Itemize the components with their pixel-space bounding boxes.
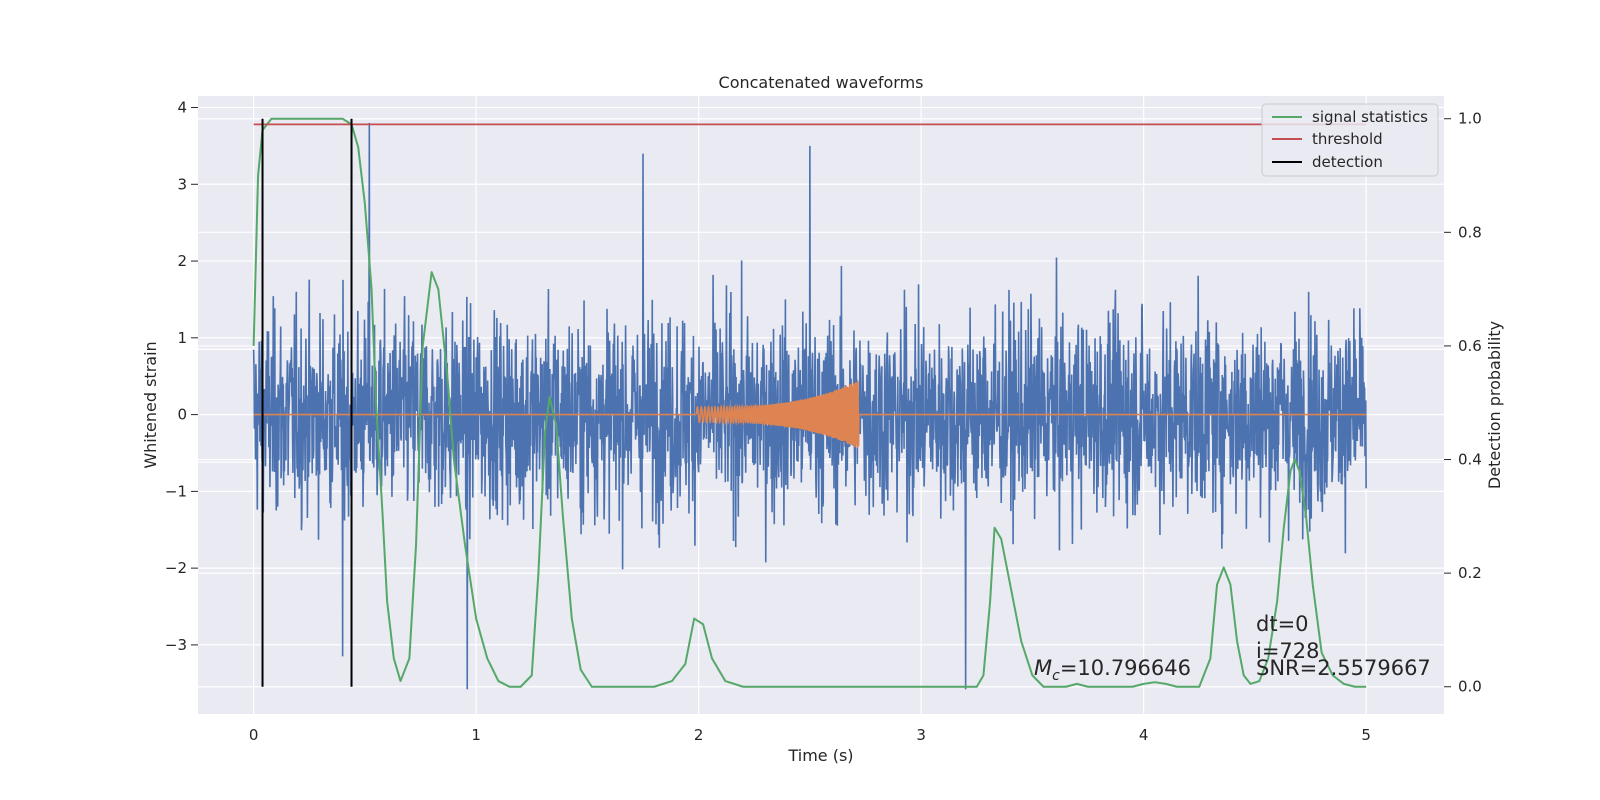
legend-box xyxy=(1261,103,1439,177)
injected-waveform-line xyxy=(253,380,1367,449)
y-tick-label: −1 xyxy=(165,482,187,500)
annotations: Mc=10.796646 dt=0 i=728 SNR=2.5579667 xyxy=(1034,612,1431,684)
y-axis-right: 0.0 0.2 0.4 0.6 0.8 1.0 xyxy=(1444,110,1482,696)
x-axis-label: Time (s) xyxy=(787,746,853,765)
chart-title: Concatenated waveforms xyxy=(719,73,924,92)
legend-label-detection: detection xyxy=(1312,153,1383,171)
y2-tick-label: 0.2 xyxy=(1458,564,1482,582)
x-tick-label: 3 xyxy=(916,726,926,744)
y-axis-left: −3 −2 −1 0 1 2 3 4 xyxy=(165,99,198,654)
series-group xyxy=(252,117,1367,690)
y-tick-label: −2 xyxy=(165,559,187,577)
x-tick-label: 5 xyxy=(1361,726,1371,744)
y-tick-label: 4 xyxy=(177,99,187,117)
y-tick-label: 1 xyxy=(177,329,187,347)
x-tick-label: 0 xyxy=(249,726,259,744)
x-tick-label: 2 xyxy=(694,726,704,744)
legend: signal statistics threshold detection xyxy=(1261,103,1439,177)
x-tick-label: 4 xyxy=(1139,726,1149,744)
annotation-chirp-mass: Mc=10.796646 xyxy=(1034,656,1191,684)
legend-label-threshold: threshold xyxy=(1312,130,1383,148)
annotation-chirp-mass-value: =10.796646 xyxy=(1060,656,1191,680)
whitened-strain-line xyxy=(252,122,1367,690)
annotation-snr: SNR=2.5579667 xyxy=(1256,656,1431,680)
x-tick-label: 1 xyxy=(471,726,481,744)
annotation-index: i=728 xyxy=(1256,639,1320,663)
y-tick-label: 3 xyxy=(177,175,187,193)
annotation-dt: dt=0 xyxy=(1256,612,1309,636)
y-axis-label: Whitened strain xyxy=(141,341,160,468)
y2-tick-label: 0.4 xyxy=(1458,451,1482,469)
legend-label-signal-statistics: signal statistics xyxy=(1312,108,1428,126)
annotation-chirp-mass-sub: c xyxy=(1052,668,1060,684)
signal-statistics-line xyxy=(252,117,1367,688)
y2-tick-label: 1.0 xyxy=(1458,110,1482,128)
y-tick-label: −3 xyxy=(165,636,187,654)
annotation-chirp-mass-var: M xyxy=(1034,656,1052,680)
y-tick-label: 2 xyxy=(177,252,187,270)
y2-tick-label: 0.6 xyxy=(1458,337,1482,355)
x-axis: 0 1 2 3 4 5 xyxy=(249,726,1371,744)
y2-axis-label: Detection probability xyxy=(1485,321,1504,489)
y2-tick-label: 0.8 xyxy=(1458,223,1482,241)
y2-tick-label: 0.0 xyxy=(1458,678,1482,696)
y-tick-label: 0 xyxy=(177,406,187,424)
